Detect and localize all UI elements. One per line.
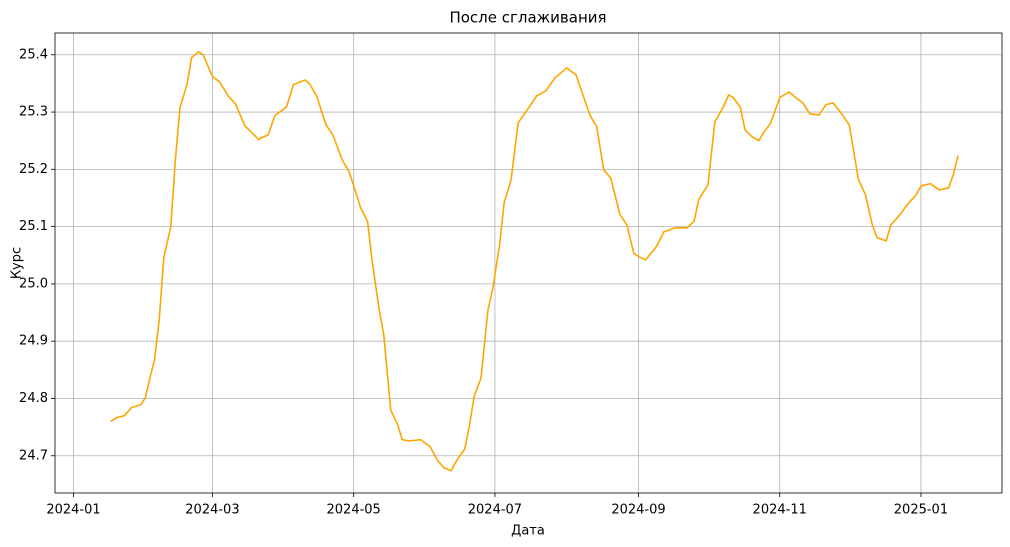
x-axis-label: Дата — [511, 524, 545, 539]
y-tick-label: 25.1 — [19, 219, 48, 234]
chart-title: После сглаживания — [449, 9, 606, 27]
y-tick-label: 25.4 — [19, 47, 48, 62]
y-tick-label: 24.7 — [19, 448, 48, 463]
y-tick-label: 25.2 — [19, 162, 48, 177]
x-tick-label: 2024-07 — [468, 503, 522, 518]
y-tick-label: 24.8 — [19, 391, 48, 406]
data-line — [110, 51, 959, 472]
x-tick-label: 2024-05 — [327, 503, 381, 518]
y-tick-label: 25.0 — [19, 276, 48, 291]
x-tick-label: 2024-11 — [753, 503, 807, 518]
y-tick-label: 24.9 — [19, 334, 48, 349]
x-tick-label: 2024-09 — [611, 503, 665, 518]
axes-frame — [54, 32, 1003, 494]
x-tick-label: 2024-01 — [46, 503, 100, 518]
x-tick-label: 2024-03 — [185, 503, 239, 518]
x-tick-label: 2025-01 — [894, 503, 948, 518]
y-tick-label: 25.3 — [19, 105, 48, 120]
y-axis-label: Курс — [10, 247, 25, 279]
plot-area: 24.7 24.8 24.9 25.0 25.1 25.2 25.3 25.4 2024-01 2… — [19, 33, 1002, 518]
